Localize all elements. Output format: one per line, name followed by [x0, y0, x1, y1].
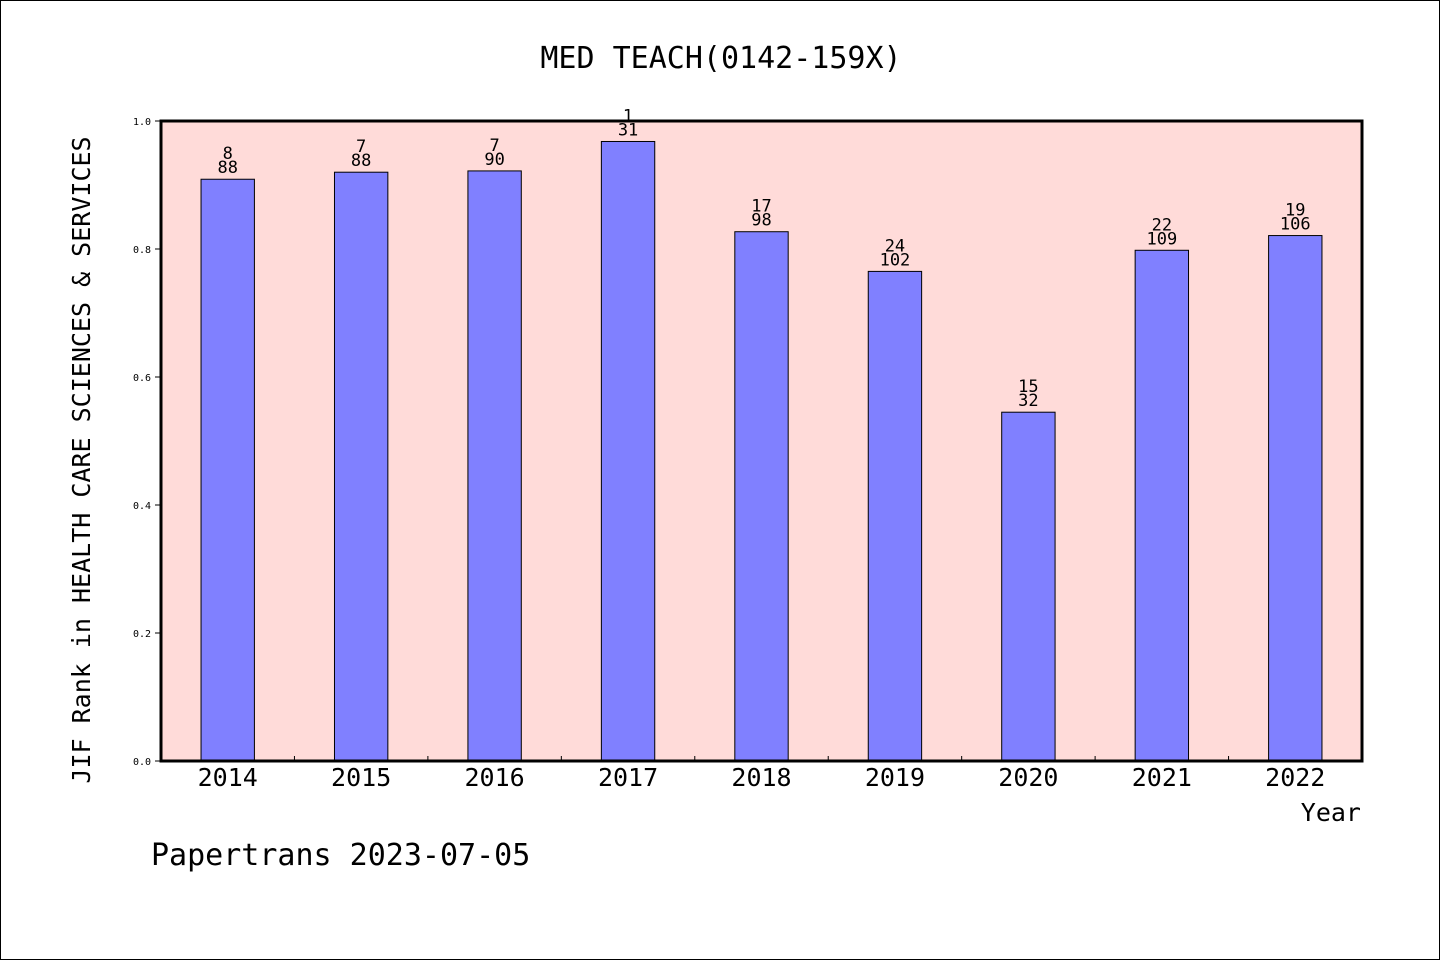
plot-frame: [159, 119, 1364, 763]
bar-rank-label: 15: [1018, 377, 1038, 397]
bar: [200, 178, 255, 762]
bar-rank-label: 17: [751, 197, 771, 217]
bar: [734, 231, 789, 762]
chart-title: MED TEACH(0142-159X): [540, 41, 901, 76]
bar: [1001, 411, 1056, 762]
bar: [1268, 235, 1323, 762]
credit-text: Papertrans 2023-07-05: [151, 838, 530, 873]
bar-total-label: 32: [1018, 391, 1038, 411]
y-tick-label: 0.4: [133, 501, 151, 512]
bars-group: [200, 140, 1323, 762]
x-axis-label: Year: [1301, 798, 1361, 827]
x-tick-label: 2015: [331, 763, 391, 792]
x-tick-label: 2014: [198, 763, 258, 792]
bar-total-label: 88: [217, 158, 237, 178]
bar-rank-label: 8: [223, 144, 233, 164]
x-tick-label: 2017: [598, 763, 658, 792]
bar-rank-label: 24: [885, 236, 905, 256]
bar-rank-label: 7: [356, 137, 366, 157]
y-axis-label: JIF Rank in HEALTH CARE SCIENCES & SERVI…: [67, 136, 96, 783]
y-tick-label: 0.2: [133, 629, 151, 640]
y-tick-label: 0.6: [133, 373, 151, 384]
x-tick-label: 2022: [1265, 763, 1325, 792]
x-tick-label: 2020: [998, 763, 1058, 792]
x-tick-label: 2018: [731, 763, 791, 792]
bar-rank-label: 19: [1285, 201, 1305, 221]
bar: [600, 140, 656, 762]
bar: [1134, 249, 1190, 762]
bar-total-label: 31: [618, 120, 638, 140]
y-tick-label: 0.0: [133, 757, 151, 768]
bar: [867, 270, 923, 762]
x-tick-label: 2021: [1132, 763, 1192, 792]
bar: [467, 170, 522, 762]
bar-rank-label: 7: [489, 136, 499, 156]
bar-total-label: 102: [880, 250, 911, 270]
bar-total-label: 106: [1280, 215, 1311, 235]
x-tick-label: 2016: [465, 763, 525, 792]
x-axis: 2014 2015 2016 2017 2018 2019 2020 2021 2022: [198, 756, 1325, 792]
bar-rank-label: 1: [623, 106, 633, 126]
bar-total-label: 98: [751, 211, 771, 231]
bar-total-label: 88: [351, 151, 371, 171]
bar: [333, 171, 389, 762]
bar-rank-label: 22: [1152, 215, 1172, 235]
y-axis: 0.0 0.2 0.4 0.6 0.8 1.0: [133, 117, 161, 768]
y-tick-label: 1.0: [133, 117, 151, 128]
x-tick-label: 2019: [865, 763, 925, 792]
y-tick-label: 0.8: [133, 245, 151, 256]
bar-total-label: 109: [1146, 229, 1177, 249]
bar-total-label: 90: [484, 150, 504, 170]
